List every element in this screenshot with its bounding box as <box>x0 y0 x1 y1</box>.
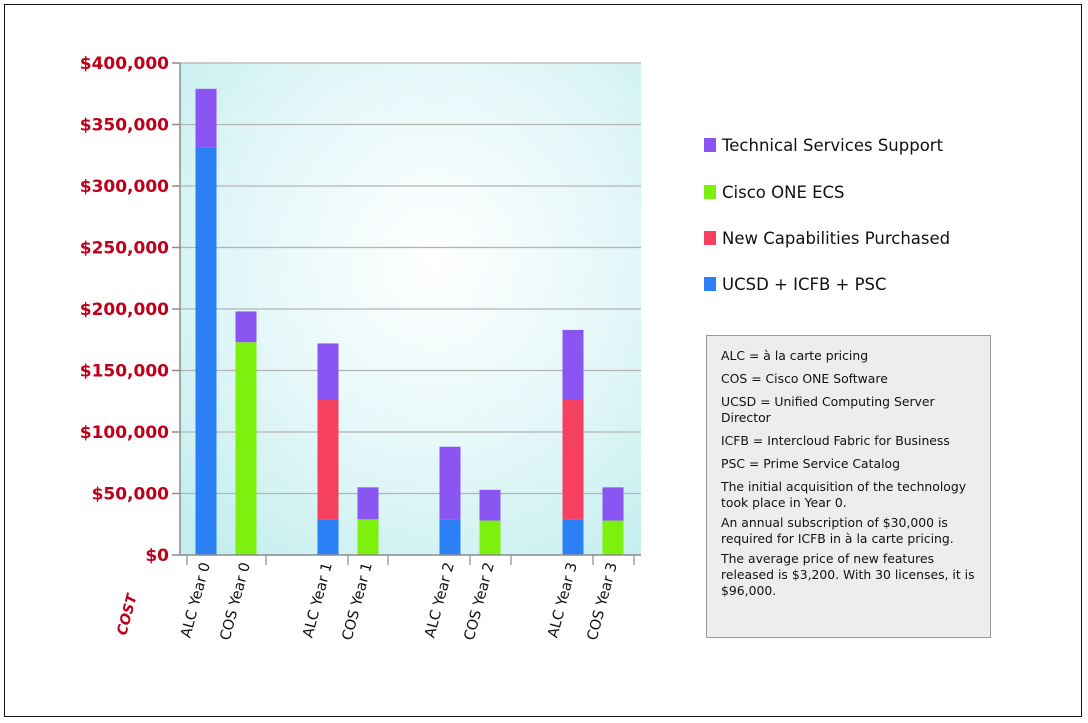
y-tick-label: $300,000 <box>80 177 169 197</box>
legend-swatch <box>704 231 716 245</box>
legend-label: New Capabilities Purchased <box>722 229 950 248</box>
notes-box: ALC = à la carte pricing COS = Cisco ONE… <box>706 335 991 638</box>
legend: Technical Services Support Cisco ONE ECS N… <box>704 136 950 294</box>
bar-segment <box>602 487 624 521</box>
y-tick-label: $0 <box>145 546 169 566</box>
legend-swatch <box>704 185 716 199</box>
bar-segment <box>317 343 339 401</box>
note-line: COS = Cisco ONE Software <box>721 371 888 386</box>
x-tick-label: COS Year 1 <box>340 561 376 642</box>
y-tick-label: $250,000 <box>80 239 169 259</box>
x-tick-label: COS Year 3 <box>585 561 621 642</box>
y-tick-label: $200,000 <box>80 300 169 320</box>
bar-segment <box>479 520 501 555</box>
bar-segment <box>562 519 584 555</box>
bar-segment <box>357 487 379 520</box>
note-line: An annual subscription of $30,000 is req… <box>721 515 954 546</box>
bar-segment <box>235 342 257 555</box>
y-tick-label: $400,000 <box>80 54 169 74</box>
legend-label: UCSD + ICFB + PSC <box>722 275 887 294</box>
bar-segment <box>439 519 461 555</box>
x-axis-ticks: ALC Year 0 COS Year 0 ALC Year 1 COS Year 1… <box>178 561 620 642</box>
bar-segment <box>235 311 257 343</box>
x-tick-label: ALC Year 0 <box>178 561 213 640</box>
bar-segment <box>602 520 624 555</box>
legend-swatch <box>704 138 716 152</box>
x-tick-label: ALC Year 2 <box>422 561 457 640</box>
y-axis-label: COST <box>114 591 141 637</box>
note-line: PSC = Prime Service Catalog <box>721 456 900 471</box>
y-tick-label: $100,000 <box>80 423 169 443</box>
legend-swatch <box>704 277 716 291</box>
y-axis-ticks: $0 $50,000 $100,000 $150,000 $200,000 $250,00… <box>80 54 169 566</box>
x-tick-label: COS Year 0 <box>218 561 254 642</box>
bars <box>195 88 624 555</box>
note-line: UCSD = Unified Computing Server Director <box>721 394 935 425</box>
bar-segment <box>195 88 217 148</box>
note-line: ALC = à la carte pricing <box>721 348 869 363</box>
bar-segment <box>562 400 584 520</box>
x-tick-label: COS Year 2 <box>462 561 498 642</box>
bar-segment <box>479 489 501 521</box>
bar-segment <box>439 446 461 520</box>
bar-segment <box>317 400 339 520</box>
bar-segment <box>357 519 379 555</box>
note-line: The average price of new features releas… <box>721 551 975 598</box>
x-tick-label: ALC Year 3 <box>545 561 580 640</box>
axes <box>172 62 641 565</box>
note-line: The initial acquisition of the technolog… <box>721 479 967 510</box>
bar-segment <box>562 329 584 401</box>
bar-segment <box>195 147 217 555</box>
bar-segment <box>317 519 339 555</box>
legend-label: Cisco ONE ECS <box>722 183 845 202</box>
y-tick-label: $350,000 <box>80 116 169 136</box>
note-line: ICFB = Intercloud Fabric for Business <box>721 433 950 448</box>
y-tick-label: $50,000 <box>92 485 170 505</box>
x-tick-label: ALC Year 1 <box>300 561 335 640</box>
y-tick-label: $150,000 <box>80 362 169 382</box>
legend-label: Technical Services Support <box>721 136 944 155</box>
